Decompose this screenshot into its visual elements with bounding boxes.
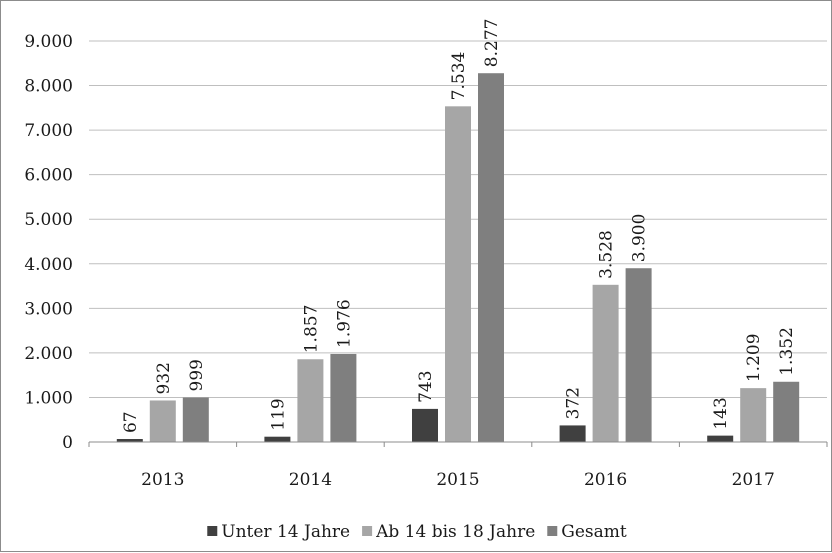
x-tick-label: 2017 bbox=[732, 470, 775, 490]
x-tick-label: 2013 bbox=[141, 470, 184, 490]
legend-label: Unter 14 Jahre bbox=[221, 522, 350, 542]
x-axis: 2013 2014 2015 2016 2017 bbox=[88, 441, 828, 490]
data-label: 143 bbox=[711, 397, 731, 429]
data-label: 3.900 bbox=[630, 214, 650, 263]
data-label: 1.976 bbox=[334, 299, 354, 348]
y-tick-label: 4.000 bbox=[24, 255, 73, 275]
y-tick-label: 0 bbox=[62, 433, 73, 453]
x-tick-label: 2016 bbox=[584, 470, 627, 490]
data-label: 372 bbox=[564, 387, 584, 419]
y-tick-label: 1.000 bbox=[24, 388, 73, 408]
data-label: 1.209 bbox=[744, 333, 764, 382]
y-tick-label: 7.000 bbox=[24, 121, 73, 141]
data-label: 1.352 bbox=[777, 327, 797, 376]
y-tick-label: 5.000 bbox=[24, 210, 73, 230]
data-label: 7.534 bbox=[449, 52, 469, 101]
bar bbox=[592, 284, 619, 442]
bar bbox=[297, 359, 324, 442]
x-tick-label: 2015 bbox=[436, 470, 479, 490]
bar bbox=[625, 268, 652, 442]
bar bbox=[559, 425, 586, 442]
x-tick-label: 2014 bbox=[289, 470, 332, 490]
data-label: 999 bbox=[187, 359, 207, 391]
bar bbox=[445, 106, 471, 442]
bar bbox=[740, 388, 767, 442]
data-label: 743 bbox=[416, 370, 436, 402]
bar bbox=[264, 436, 291, 442]
y-tick-label: 6.000 bbox=[24, 166, 73, 186]
y-tick-label: 9.000 bbox=[24, 32, 73, 52]
data-label: 119 bbox=[268, 398, 288, 430]
legend-label: Gesamt bbox=[561, 522, 627, 542]
bar bbox=[149, 400, 176, 442]
y-tick-label: 2.000 bbox=[24, 344, 73, 364]
y-tick-label: 3.000 bbox=[24, 299, 73, 319]
legend-swatch bbox=[362, 526, 373, 536]
data-label: 8.277 bbox=[482, 19, 502, 68]
data-label: 67 bbox=[121, 411, 141, 433]
bars bbox=[116, 73, 800, 442]
legend-swatch bbox=[207, 526, 218, 536]
bar bbox=[478, 73, 504, 442]
data-label: 3.528 bbox=[597, 230, 617, 279]
bar bbox=[707, 435, 734, 442]
bar bbox=[116, 439, 143, 442]
bar bbox=[773, 381, 800, 442]
bar bbox=[330, 353, 357, 442]
data-labels: 67 932 999 119 1.857 1.976 743 7.534 8.277 372 3.5… bbox=[121, 19, 797, 433]
data-label: 932 bbox=[154, 362, 174, 394]
y-tick-label: 8.000 bbox=[24, 77, 73, 97]
y-axis: 0 1.000 2.000 3.000 4.000 5.000 6.000 7.000 8.00… bbox=[24, 32, 73, 453]
legend-label: Ab 14 bis 18 Jahre bbox=[375, 522, 535, 542]
bar bbox=[412, 408, 438, 442]
legend: Unter 14 Jahre Ab 14 bis 18 Jahre Gesamt bbox=[207, 522, 627, 542]
data-label: 1.857 bbox=[301, 305, 321, 354]
bar bbox=[182, 397, 209, 442]
legend-swatch bbox=[547, 526, 558, 536]
